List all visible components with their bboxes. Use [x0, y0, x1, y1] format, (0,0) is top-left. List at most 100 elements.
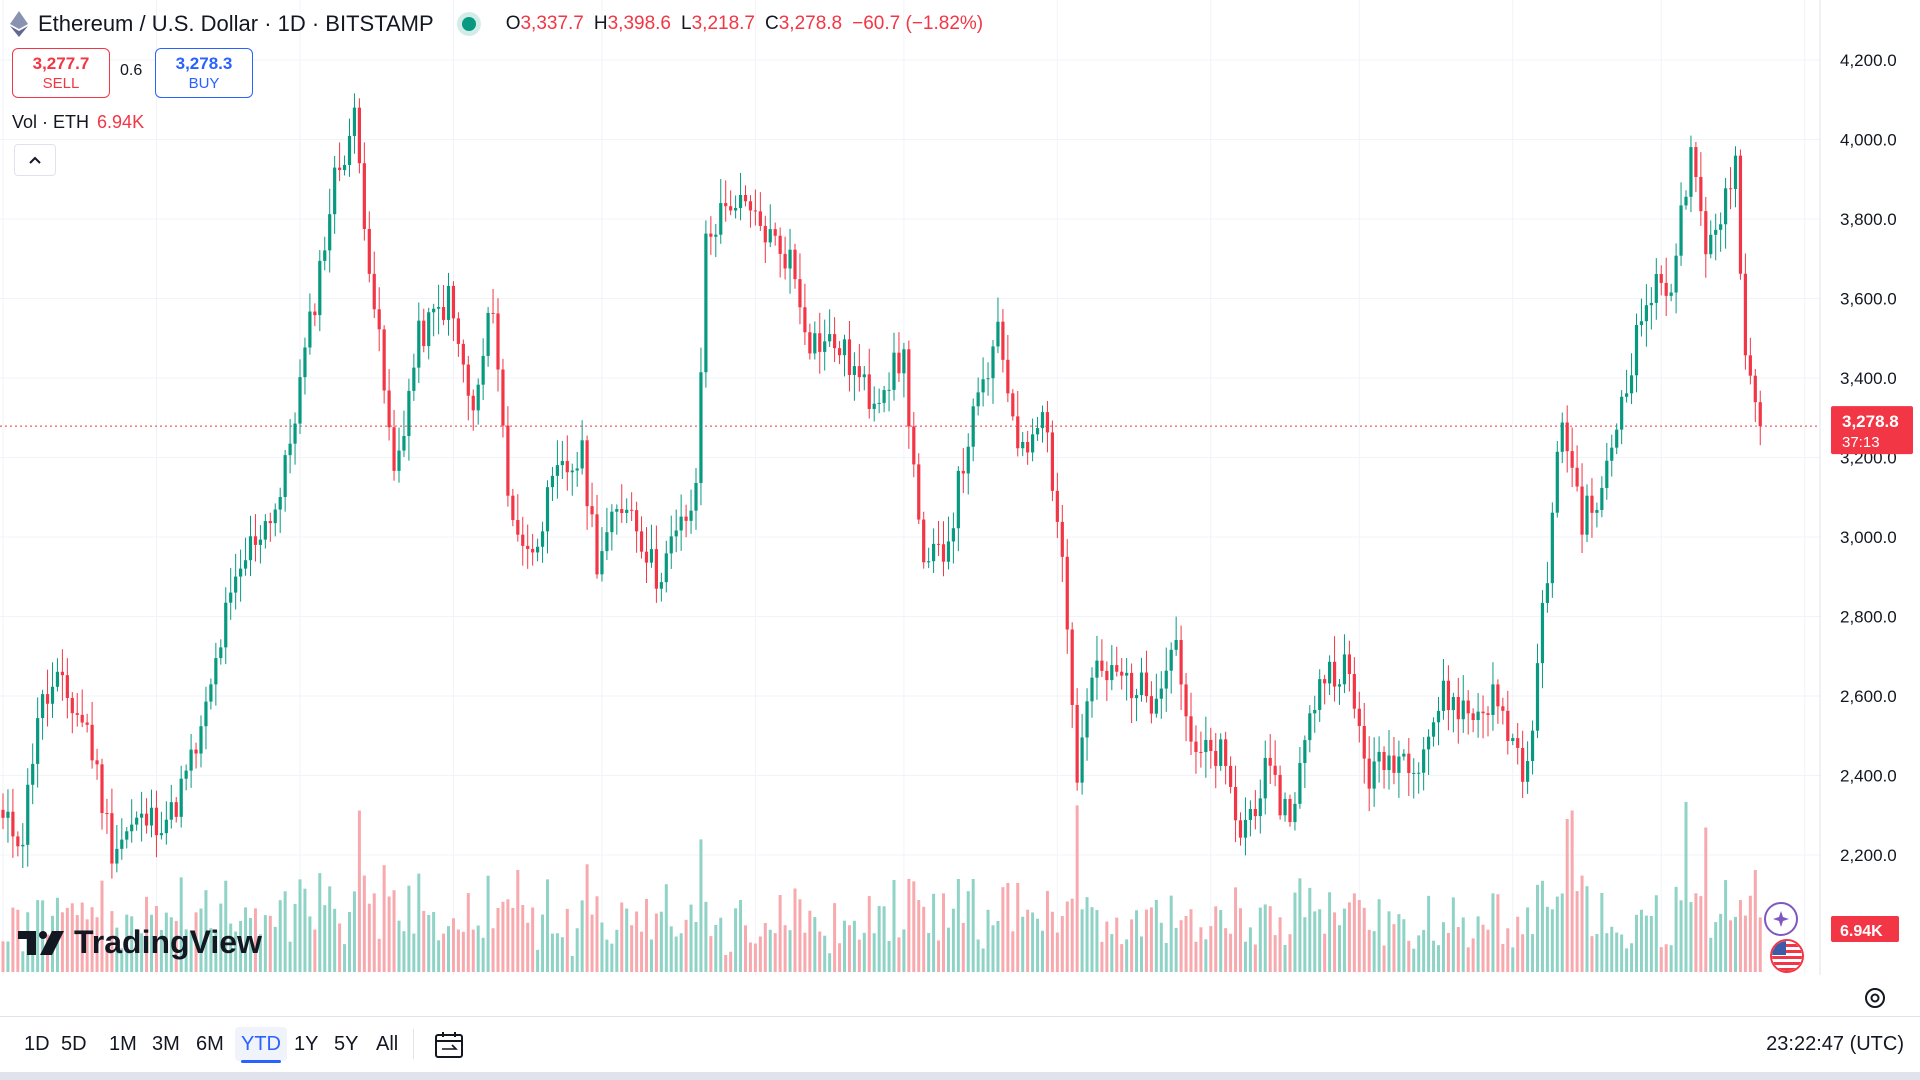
volume-bar	[1135, 910, 1139, 972]
market-open-indicator	[461, 17, 476, 31]
range-button-1m[interactable]: 1M	[109, 1033, 137, 1055]
volume-bar	[1283, 944, 1287, 972]
range-button-5d[interactable]: 5D	[61, 1033, 87, 1055]
candle-body	[189, 749, 193, 771]
candle-body	[427, 312, 431, 347]
candle-body	[441, 307, 446, 320]
candle-body	[511, 495, 515, 520]
price-chart[interactable]: 4,200.04,000.03,800.03,600.03,400.03,200…	[0, 0, 1920, 975]
candle-body	[1654, 274, 1658, 303]
volume-bar	[937, 940, 941, 972]
volume-bar	[1120, 944, 1124, 972]
range-button-1y[interactable]: 1Y	[294, 1033, 319, 1055]
volume-bar	[1501, 943, 1505, 972]
buy-button[interactable]: 3,278.3 BUY	[155, 48, 253, 98]
volume-bar	[664, 884, 668, 972]
volume-bar	[140, 933, 144, 972]
volume-bar	[214, 930, 218, 972]
volume-bar	[1649, 915, 1653, 972]
volume-bar	[75, 915, 79, 972]
volume-bar	[154, 906, 158, 972]
range-button-ytd[interactable]: YTD	[235, 1027, 287, 1063]
candle-body	[1620, 396, 1624, 430]
volume-bar	[852, 920, 856, 972]
volume-bar	[1635, 914, 1638, 972]
volume-bar	[263, 915, 267, 972]
volume-bar	[456, 929, 460, 972]
candle-body	[1372, 761, 1376, 789]
candle-body	[1367, 758, 1371, 789]
candle-body	[694, 482, 698, 511]
candle-body	[635, 510, 639, 532]
volume-bar	[645, 898, 648, 972]
volume-legend: Vol · ETH 6.94K	[12, 112, 144, 133]
symbol-title[interactable]: Ethereum / U.S. Dollar · 1D · BITSTAMP	[38, 11, 434, 36]
volume-bar	[1303, 917, 1307, 972]
volume-bar	[1154, 899, 1158, 972]
candle-body	[50, 686, 55, 704]
candle-body	[590, 506, 594, 515]
range-button-3m[interactable]: 3M	[152, 1033, 180, 1055]
gear-icon[interactable]	[1862, 985, 1888, 1011]
candle-body	[1486, 713, 1490, 715]
candle-body	[1417, 772, 1421, 774]
volume-bar	[541, 914, 545, 972]
volume-bar	[1125, 939, 1129, 972]
candle-body	[1159, 688, 1163, 699]
volume-bar	[1659, 947, 1663, 972]
candle-body	[1021, 441, 1025, 449]
candle-body	[1644, 305, 1648, 322]
candle-body	[526, 545, 530, 549]
range-button-5y[interactable]: 5Y	[334, 1033, 359, 1055]
candle-body	[1184, 684, 1188, 717]
volume-bar	[1229, 933, 1233, 972]
candle-body	[555, 465, 559, 476]
volume-bar	[1006, 882, 1010, 972]
collapse-legend-button[interactable]	[14, 144, 56, 176]
sell-button[interactable]: 3,277.7 SELL	[12, 48, 110, 98]
candle-body	[347, 135, 352, 165]
candle-body	[491, 312, 495, 314]
volume-bar	[1590, 936, 1594, 972]
volume-bar	[867, 896, 871, 972]
calendar-range-icon[interactable]	[434, 1031, 464, 1059]
candle-body	[1565, 422, 1569, 452]
volume-bar	[1684, 802, 1688, 972]
range-button-6m[interactable]: 6M	[196, 1033, 224, 1055]
candle-body	[1149, 696, 1153, 714]
volume-bar	[1105, 921, 1109, 972]
volume-bar	[942, 893, 945, 972]
utc-clock[interactable]: 23:22:47 (UTC)	[1766, 1033, 1904, 1055]
candle-body	[1694, 147, 1698, 177]
candle-body	[1209, 739, 1213, 751]
volume-bar	[1169, 895, 1173, 972]
candle-body	[887, 389, 891, 391]
volume-bar	[1342, 908, 1346, 972]
candle-body	[1461, 700, 1465, 720]
candle-body	[531, 548, 535, 553]
volume-bar	[397, 920, 401, 972]
tradingview-logo[interactable]: TradingView	[18, 924, 262, 961]
volume-bar	[1689, 902, 1693, 972]
candle-body	[1080, 737, 1084, 783]
volume-bar	[367, 903, 371, 972]
candle-body	[803, 307, 807, 333]
candle-body	[154, 807, 159, 836]
volume-bar	[1184, 916, 1188, 972]
volume-bar	[709, 936, 713, 972]
range-button-all[interactable]: All	[376, 1033, 399, 1055]
volume-bar	[1357, 900, 1361, 972]
volume-bar	[1075, 805, 1079, 972]
volume-bar	[1174, 927, 1178, 972]
sparkle-button[interactable]	[1764, 902, 1798, 936]
volume-bar	[838, 943, 842, 972]
us-flag-button[interactable]	[1770, 939, 1804, 973]
candle-body	[1303, 740, 1307, 764]
candle-body	[674, 530, 678, 537]
horizontal-scrollbar[interactable]	[0, 1072, 1920, 1080]
candle-body	[996, 321, 1000, 347]
volume-bar	[506, 899, 510, 972]
volume-bar	[1540, 880, 1544, 972]
range-button-1d[interactable]: 1D	[24, 1033, 50, 1055]
volume-bar	[565, 908, 569, 972]
